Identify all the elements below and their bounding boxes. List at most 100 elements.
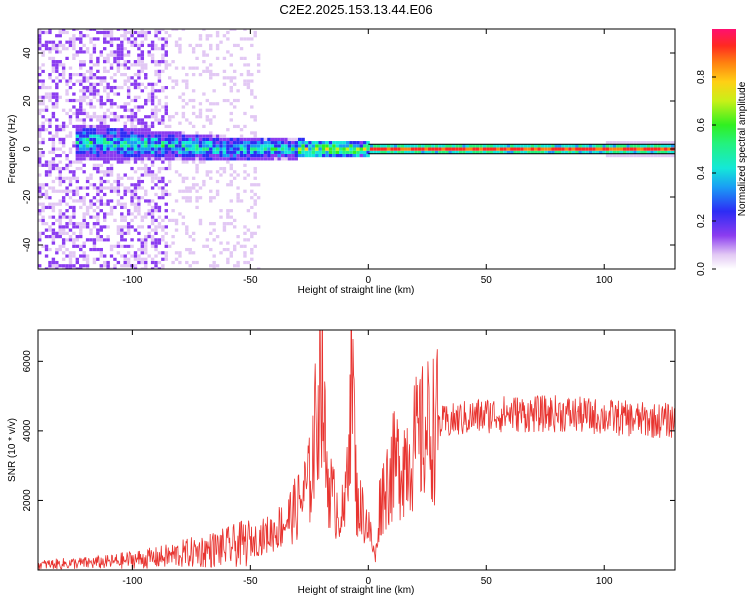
heatmap-cell [215,34,220,38]
heatmap-cell [253,66,257,70]
heatmap-cell [513,147,517,151]
heatmap-cell [51,63,56,67]
heatmap-cell [48,95,52,99]
heatmap-cell [215,192,220,197]
heatmap-cell [126,134,131,138]
heatmap-cell [349,154,353,158]
heatmap-cell [215,189,220,193]
heatmap-cell [219,160,223,164]
heatmap-cell [304,147,309,151]
heatmap-cell [55,60,59,64]
heatmap-cell [65,76,69,80]
heatmap-cell [79,264,83,268]
heatmap-cell [96,115,100,119]
heatmap-cell [38,235,42,239]
heatmap-cell [397,147,401,151]
heatmap-cell [72,192,76,197]
heatmap-cell [133,157,138,161]
heatmap-cell [181,29,186,31]
heatmap-cell [205,115,210,119]
heatmap-cell [393,147,398,151]
heatmap-cell [38,124,42,129]
heatmap-cell [85,147,90,151]
heatmap-cell [250,157,254,161]
heatmap-cell [236,79,240,83]
heatmap-cell [133,160,138,164]
heatmap-cell [191,170,196,174]
heatmap-cell [102,173,107,177]
heatmap-cell [96,63,100,67]
heatmap-cell [161,47,165,51]
snr-ylabel: SNR (10 * v/v) [7,418,18,482]
heatmap-cell [188,98,192,103]
heatmap-cell [126,222,131,226]
heatmap-cell [120,254,124,258]
heatmap-cell [260,150,264,154]
heatmap-cell [154,118,158,122]
heatmap-cell [144,212,148,216]
heatmap-cell [154,209,158,213]
heatmap-cell [253,147,257,151]
heatmap-cell [458,144,463,148]
heatmap-cell [575,147,579,151]
heatmap-cell [154,241,158,245]
heatmap-cell [106,235,110,239]
heatmap-cell [164,111,168,116]
heatmap-cell [130,150,134,154]
heatmap-cell [161,131,165,135]
heatmap-cell [55,137,59,141]
heatmap-cell [58,173,62,177]
heatmap-cell [44,196,49,200]
heatmap-cell [311,141,316,145]
heatmap-cell [68,134,73,138]
figure-title: C2E2.2025.153.13.44.E06 [279,2,432,17]
heatmap-cell [167,154,172,158]
heatmap-cell [41,30,45,35]
heatmap-cell [96,47,100,51]
heatmap-cell [102,124,107,129]
heatmap-cell [150,134,155,138]
heatmap-cell [202,60,206,64]
heatmap-cell [61,63,66,67]
heatmap-cell [215,150,220,154]
heatmap-cell [82,154,86,158]
heatmap-cell [116,244,121,248]
heatmap-cell [79,111,83,116]
heatmap-cell [133,209,138,213]
heatmap-cell [284,154,288,158]
heatmap-cell [109,244,114,248]
heatmap-cell [178,147,182,151]
heatmap-cell [82,218,86,222]
heatmap-cell [185,137,189,141]
heatmap-cell [102,85,107,90]
heatmap-cell [106,170,110,174]
heatmap-cell [195,154,199,158]
heatmap-cell [554,147,558,151]
heatmap-cell [133,124,138,129]
heatmap-cell [280,144,285,148]
heatmap-cell [85,260,90,265]
heatmap-cell [79,30,83,35]
heatmap-cell [150,137,155,141]
heatmap-cell [137,37,141,41]
heatmap-cell [202,92,206,96]
heatmap-cell [85,128,90,132]
heatmap-cell [102,157,107,161]
heatmap-cell [602,144,606,148]
heatmap-cell [339,154,343,158]
heatmap-cell [55,134,59,138]
heatmap-cell [212,134,216,138]
heatmap-cell [75,141,80,145]
heatmap-cell [85,124,90,129]
heatmap-cell [96,56,100,60]
heatmap-cell [167,157,172,161]
heatmap-cell [291,144,295,148]
heatmap-cell [232,150,237,154]
heatmap-cell [116,134,121,138]
heatmap-cell [99,115,103,119]
heatmap-cell [38,186,42,190]
heatmap-cell [137,43,141,48]
heatmap-cell [99,118,103,122]
heatmap-cell [174,144,179,148]
heatmap-cell [144,166,148,171]
